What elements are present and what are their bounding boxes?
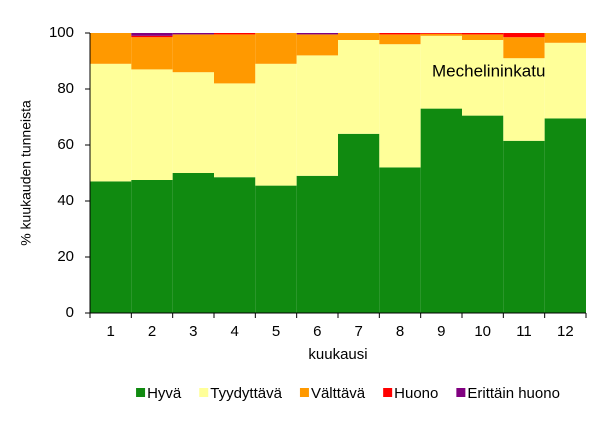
- x-axis-label: kuukausi: [308, 346, 367, 363]
- bar-segment: [544, 33, 586, 43]
- bar-segment: [90, 181, 132, 313]
- bar-segment: [172, 34, 214, 73]
- bar-segment: [338, 133, 380, 313]
- bar-segment: [420, 35, 462, 109]
- y-tick-label: 40: [57, 192, 74, 209]
- annotation: Mechelininkatu: [432, 61, 545, 80]
- bar-segment: [420, 33, 462, 36]
- legend-label: Erittäin huono: [467, 385, 560, 402]
- x-tick-label: 11: [516, 323, 532, 340]
- bar-segment: [462, 40, 504, 116]
- bar-segment: [503, 33, 545, 38]
- bar-segment: [214, 177, 256, 313]
- bar-segment: [172, 173, 214, 313]
- bar-segment: [379, 33, 421, 35]
- bar-segment: [172, 33, 214, 35]
- y-tick-label: 80: [57, 80, 74, 97]
- bar-segment: [255, 185, 297, 313]
- bar-segment: [544, 118, 586, 314]
- x-tick-label: 9: [437, 323, 445, 340]
- bar-segment: [462, 34, 504, 40]
- bar-segment: [379, 44, 421, 168]
- bar-segment: [420, 33, 462, 34]
- x-tick-label: 5: [272, 323, 280, 340]
- x-tick-label: 8: [396, 323, 404, 340]
- bar-segment: [90, 33, 132, 64]
- bar-segment: [544, 42, 586, 119]
- y-tick-label: 60: [57, 136, 74, 153]
- bar-segment: [131, 180, 173, 313]
- y-tick-label: 20: [57, 248, 74, 265]
- legend-swatch: [383, 388, 393, 397]
- bar-segment: [338, 33, 380, 40]
- bar-segment: [131, 33, 173, 36]
- x-tick-label: 4: [230, 323, 238, 340]
- bar-segment: [379, 167, 421, 313]
- bar-segment: [503, 37, 545, 59]
- bar-segment: [420, 108, 462, 313]
- bar-segment: [503, 58, 545, 141]
- bar-segment: [462, 33, 504, 35]
- bar-segment: [255, 33, 297, 64]
- legend-label: Huono: [394, 385, 438, 402]
- bar-segment: [131, 37, 173, 70]
- x-tick-label: 12: [557, 323, 574, 340]
- y-axis-label: % kuukauden tunneista: [18, 100, 34, 246]
- bar-segment: [214, 83, 256, 178]
- y-tick-label: 0: [66, 304, 74, 321]
- x-tick-label: 1: [106, 323, 114, 340]
- bar-segment: [131, 35, 173, 38]
- legend-label: Hyvä: [147, 385, 182, 402]
- x-tick-label: 7: [354, 323, 362, 340]
- bar-segment: [338, 40, 380, 134]
- bar-segment: [214, 33, 256, 35]
- legend-label: Välttävä: [311, 385, 366, 402]
- bar-segment: [255, 63, 297, 186]
- legend-label: Tyydyttävä: [210, 385, 282, 402]
- bar-segment: [172, 72, 214, 173]
- x-tick-label: 3: [189, 323, 197, 340]
- legend-swatch: [456, 388, 466, 397]
- bar-segment: [296, 33, 338, 35]
- bar-segment: [214, 34, 256, 84]
- bar-segment: [131, 69, 173, 180]
- bar-segment: [296, 55, 338, 176]
- legend-swatch: [136, 388, 146, 397]
- bar-segment: [503, 140, 545, 313]
- bar-segment: [296, 175, 338, 313]
- legend-swatch: [199, 388, 209, 397]
- legend-swatch: [299, 388, 309, 397]
- bar-segment: [379, 34, 421, 45]
- bar-segment: [90, 63, 132, 182]
- x-tick-label: 10: [474, 323, 491, 340]
- x-tick-label: 6: [313, 323, 321, 340]
- bar-segment: [296, 34, 338, 56]
- y-tick-label: 100: [49, 24, 74, 41]
- x-tick-label: 2: [148, 323, 156, 340]
- bar-segment: [462, 115, 504, 313]
